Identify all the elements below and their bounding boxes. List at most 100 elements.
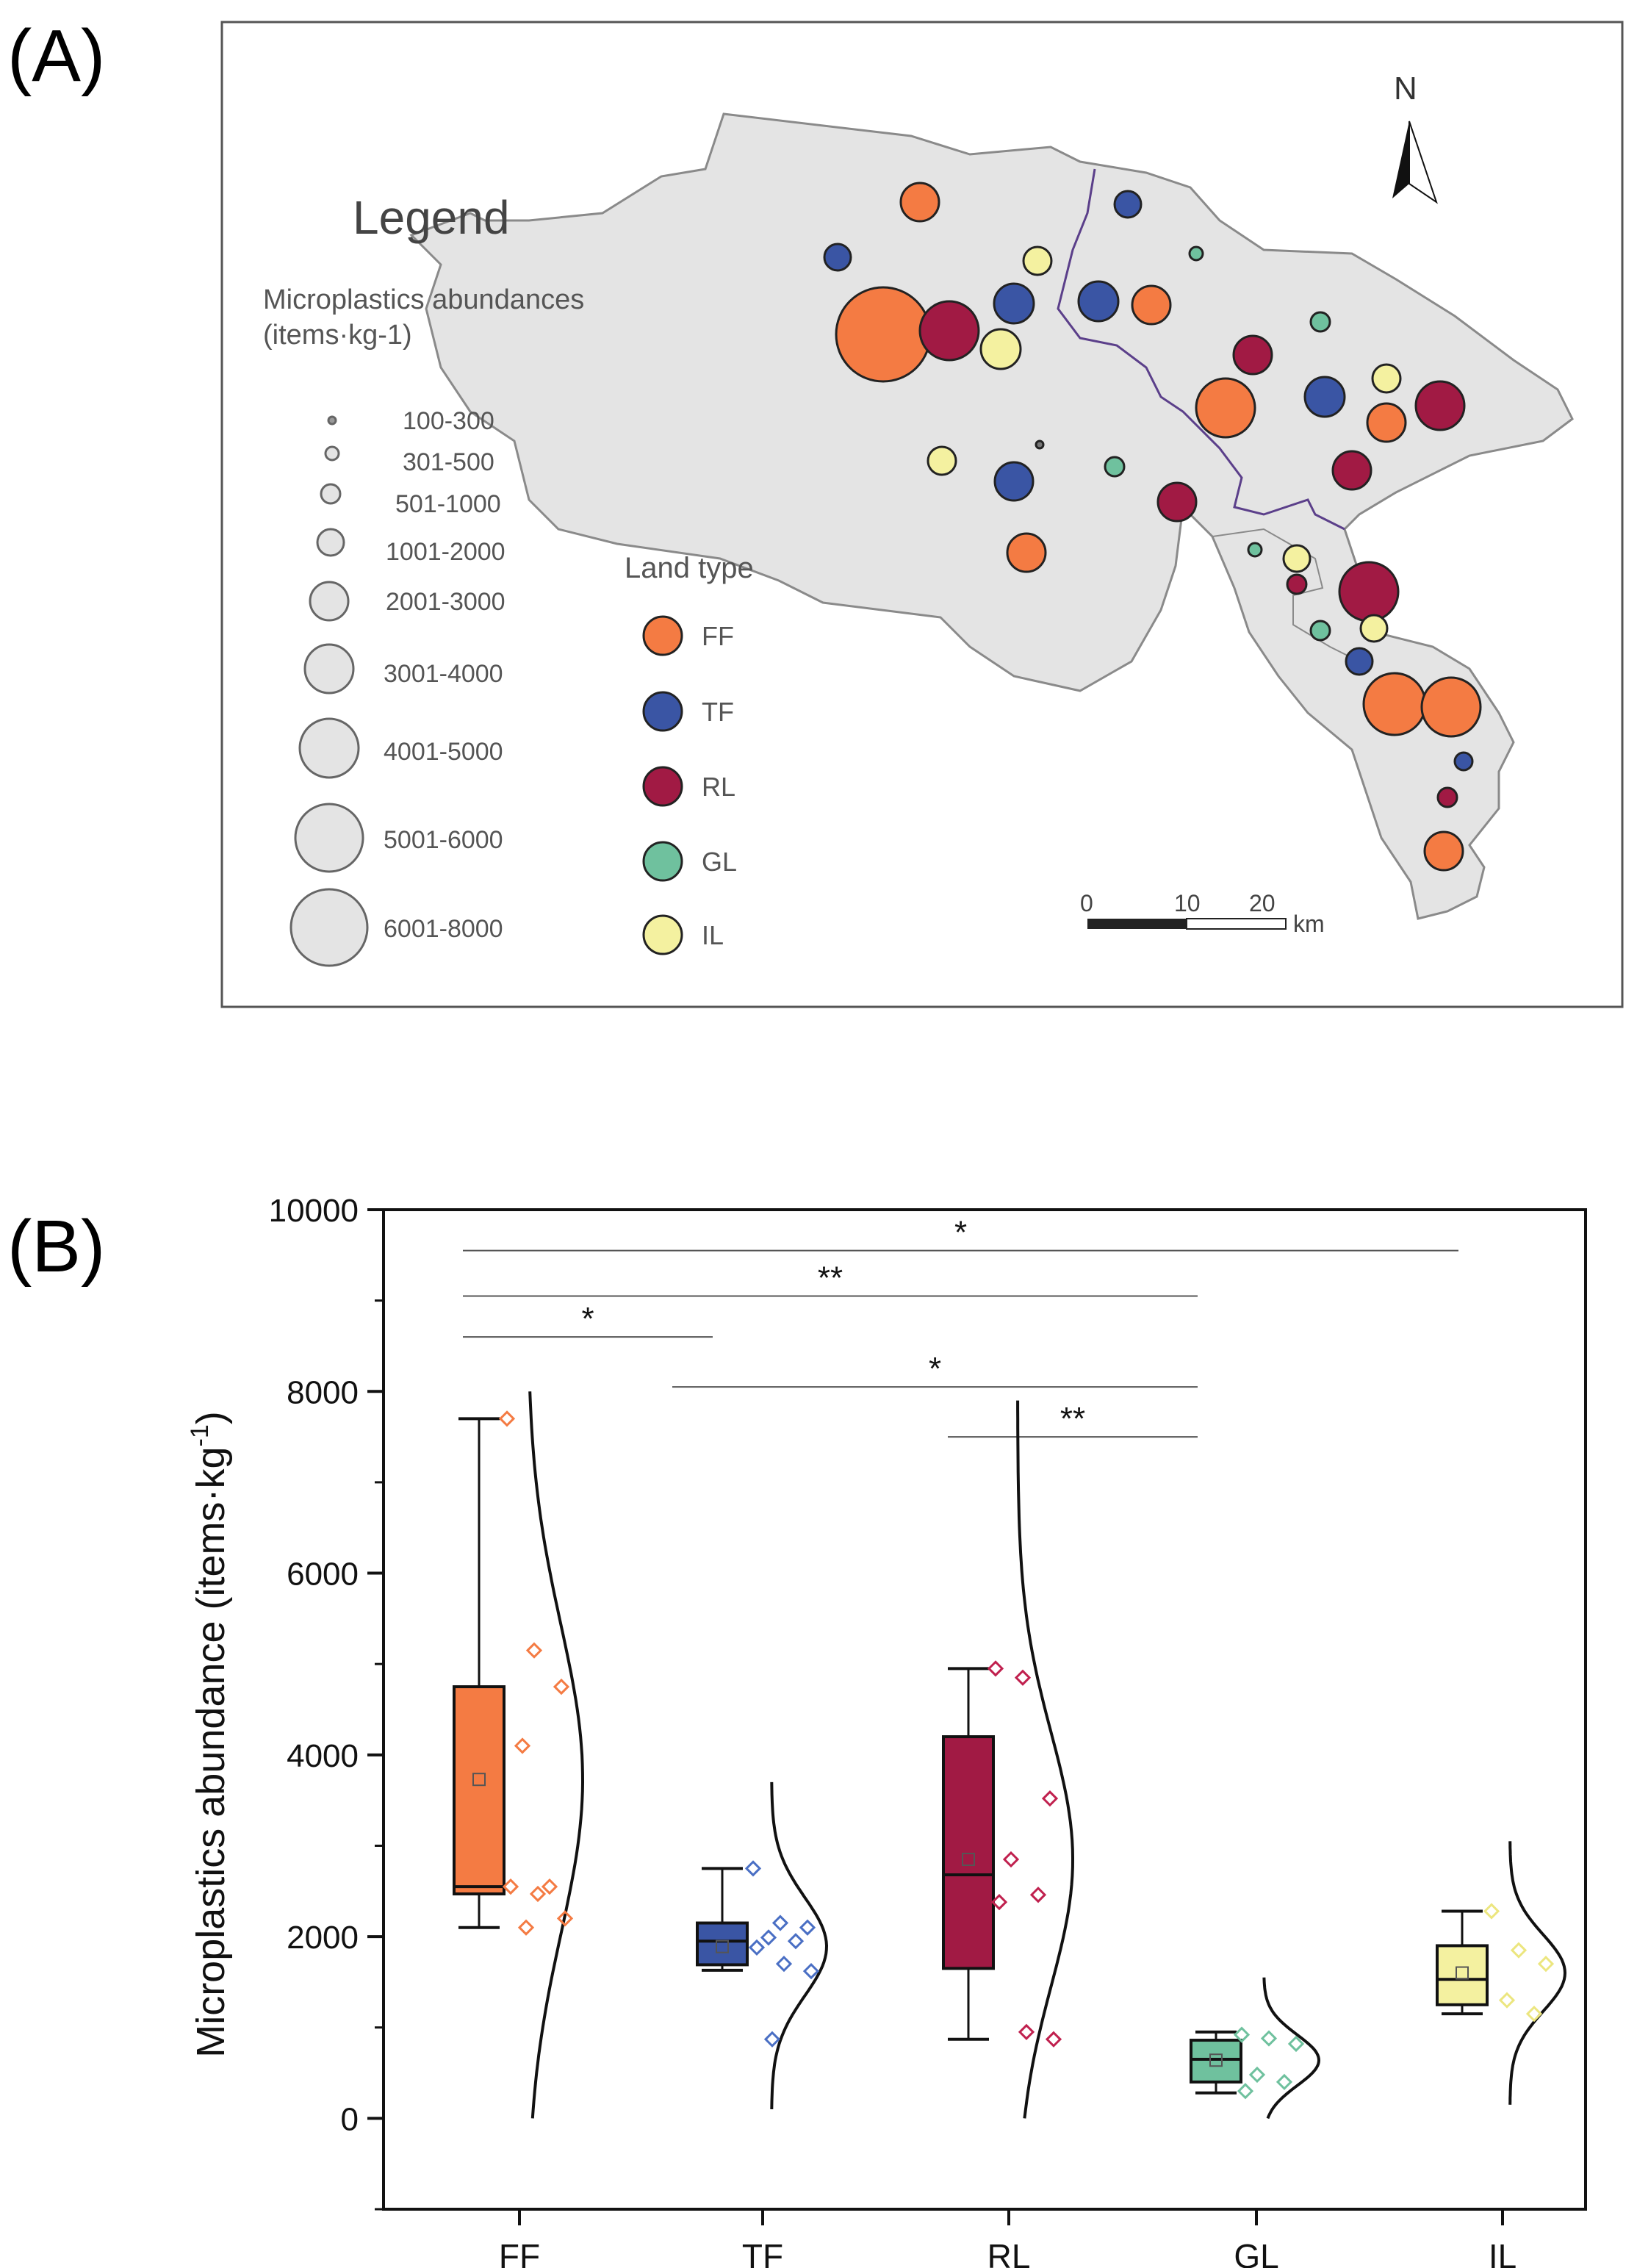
size-class-label: 6001-8000 — [384, 915, 503, 943]
data-point — [1045, 2031, 1062, 2048]
sample-point-rl — [1436, 786, 1458, 808]
mean-marker — [716, 1939, 729, 1953]
sample-point-il — [1022, 245, 1053, 276]
x-tick-label: GL — [1234, 2237, 1278, 2268]
size-symbol-4 — [316, 528, 345, 557]
land-type-title: Land type — [625, 552, 754, 584]
data-point — [514, 1737, 531, 1754]
data-points — [498, 1410, 1555, 2100]
data-point — [1233, 2026, 1251, 2043]
data-point — [1537, 1956, 1555, 1973]
mean-marker — [472, 1773, 486, 1787]
significance-label: * — [929, 1351, 941, 1387]
data-point — [775, 1956, 793, 1973]
land-type-label: IL — [702, 920, 724, 950]
data-point — [1237, 2083, 1254, 2100]
sample-point-ff — [1362, 672, 1427, 736]
land-type-legend — [642, 615, 683, 955]
scale-tick-label: 0 — [1080, 890, 1093, 916]
significance-label: ** — [1060, 1401, 1085, 1437]
size-class-label: 3001-4000 — [384, 660, 503, 688]
data-point — [498, 1410, 516, 1427]
data-point — [1014, 1669, 1032, 1686]
district-boundary-2 — [1212, 528, 1360, 662]
data-point — [1510, 1942, 1528, 1959]
data-point — [1018, 2023, 1035, 2041]
y-axis-label-main: Microplastics abundance (items·kg — [189, 1446, 233, 2057]
y-tick-label: 4000 — [287, 1738, 359, 1774]
sample-point-tf — [823, 243, 852, 272]
size-symbol-7 — [298, 717, 360, 779]
sample-point-gl — [1309, 311, 1331, 333]
sample-points — [823, 182, 1482, 872]
data-point — [541, 1878, 558, 1895]
sample-point-ff — [1420, 676, 1482, 738]
scale-tick-label: 20 — [1249, 890, 1276, 916]
y-axis-label: Microplastics abundance (items·kg-1) — [186, 1411, 233, 2058]
y-axis-label-close: ) — [189, 1411, 233, 1424]
size-class-label: 2001-3000 — [386, 588, 506, 616]
sample-point-tf — [1453, 751, 1474, 772]
data-point — [502, 1878, 519, 1895]
land-type-label: TF — [702, 697, 734, 727]
data-point — [1525, 2006, 1543, 2023]
mean-marker — [1456, 1966, 1469, 1980]
plot-area-frame — [382, 1208, 1587, 2211]
data-point — [553, 1678, 570, 1695]
sample-point-ff — [1131, 284, 1172, 326]
distribution-curve — [770, 1781, 829, 2110]
size-legend-title: Microplastics abundances — [263, 284, 584, 315]
north-arrow: N — [1392, 71, 1438, 204]
x-axis: FF TF RL GL IL — [499, 2209, 1517, 2268]
size-symbol-6 — [303, 643, 355, 695]
land-type-swatch-gl — [642, 841, 683, 882]
y-axis: 0 2000 4000 6000 8000 10000 — [269, 1193, 384, 2211]
data-point — [744, 1860, 762, 1877]
y-tick-label: 6000 — [287, 1557, 359, 1593]
panel-a: (A) — [7, 15, 1624, 1008]
data-point — [1498, 1992, 1516, 2009]
sample-point-il — [1282, 544, 1312, 573]
mean-marker — [962, 1853, 975, 1866]
size-symbol-1 — [327, 415, 337, 426]
study-area-outline — [409, 112, 1574, 920]
sample-point-gl — [1188, 245, 1204, 262]
data-point — [1002, 1851, 1020, 1868]
box — [1190, 2039, 1242, 2084]
significance-label: * — [954, 1215, 967, 1251]
size-class-label: 5001-6000 — [384, 826, 503, 854]
box-plots — [453, 1417, 1489, 2095]
data-point — [990, 1893, 1008, 1911]
sample-point-rl — [1286, 573, 1308, 595]
land-type-labels: FF TF RL GL IL — [702, 621, 737, 950]
sample-point-rl — [1338, 561, 1400, 622]
sample-point-tf — [1077, 280, 1120, 323]
sample-point-rl — [1331, 450, 1372, 491]
sample-point-il — [927, 445, 957, 476]
y-tick-label: 0 — [341, 2101, 359, 2137]
land-type-swatch-ff — [642, 615, 683, 656]
data-point — [760, 1929, 777, 1946]
size-class-label: 301-500 — [403, 448, 494, 476]
y-axis-label-sup: -1 — [186, 1424, 214, 1446]
scale-bar-black — [1087, 919, 1187, 929]
data-point — [748, 1939, 766, 1956]
legend-title: Legend — [353, 191, 510, 244]
distribution-curves — [528, 1391, 1567, 2120]
data-point — [529, 1885, 547, 1903]
data-point — [1041, 1790, 1059, 1807]
data-point — [763, 2031, 781, 2048]
sample-point-gl — [1247, 542, 1263, 558]
distribution-curve — [1016, 1400, 1075, 2119]
sample-point-ff — [1423, 830, 1464, 872]
sample-point-gl — [1309, 620, 1331, 642]
data-point — [1248, 2066, 1266, 2084]
sample-point-tf — [1303, 376, 1346, 418]
y-tick-label: 2000 — [287, 1920, 359, 1956]
size-symbol-8 — [294, 803, 364, 873]
data-point — [1276, 2073, 1293, 2091]
distribution-curve — [1508, 1841, 1567, 2105]
sample-point-tf — [1113, 190, 1143, 219]
data-point — [1483, 1903, 1500, 1920]
